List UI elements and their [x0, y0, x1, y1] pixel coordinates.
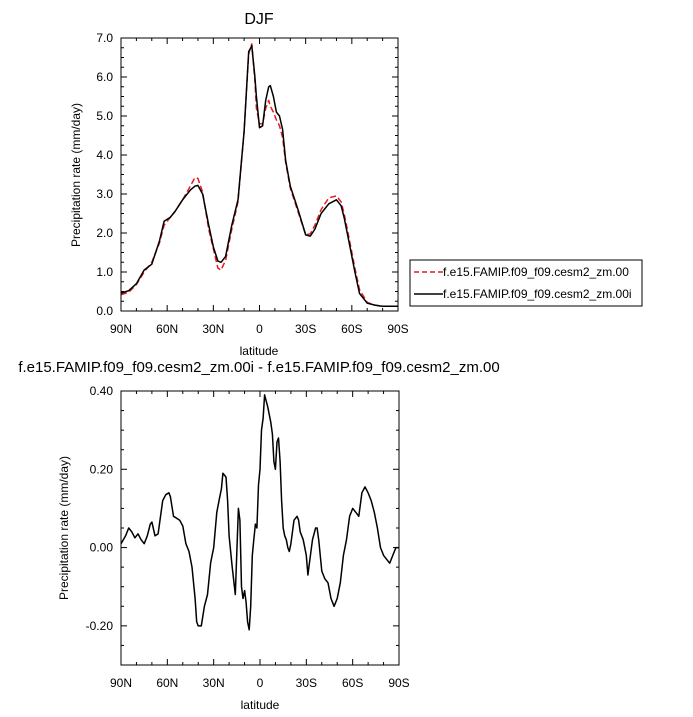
- top-x-tick-label: 30S: [295, 322, 316, 336]
- top-plot-frame: [120, 37, 399, 312]
- bottom-y-tick-label: 0.40: [90, 384, 114, 398]
- legend-label-2: f.e15.FAMIP.f09_f09.cesm2_zm.00i: [443, 287, 632, 301]
- bottom-x-tick-label: 0: [257, 676, 264, 690]
- top-y-tick-label: 7.0: [96, 31, 113, 45]
- top-chart: 90N 60N 30N 0 30S 60S 90S 0.0 1.0 2.0 3.0 4.0 5.0 6.0…: [69, 31, 409, 358]
- bottom-x-axis-label: latitude: [241, 698, 280, 712]
- bottom-plot-frame: [120, 390, 400, 666]
- top-x-axis-label: latitude: [240, 344, 279, 358]
- top-y-tick-label: 6.0: [96, 70, 113, 84]
- bottom-series-line-1: [120, 394, 399, 631]
- bottom-chart: 90N 60N 30N 0 30S 60S 90S -0.20 0.00 0.20 0.40 lat…: [57, 384, 410, 712]
- bottom-y-axis-label: Precipitation rate (mm/day): [57, 456, 71, 600]
- top-series-line-1: [120, 43, 398, 308]
- legend-label-1: f.e15.FAMIP.f09_f09.cesm2_zm.00: [443, 265, 629, 279]
- top-x-tick-label: 90N: [110, 322, 132, 336]
- top-x-tick-label: 30N: [202, 322, 224, 336]
- top-y-tick-label: 4.0: [96, 148, 113, 162]
- top-y-tick-label: 3.0: [96, 187, 113, 201]
- top-x-tick-label: 60S: [341, 322, 362, 336]
- top-x-tick-label: 0: [256, 322, 263, 336]
- bottom-x-tick-label: 90S: [388, 676, 409, 690]
- legend-box: [409, 259, 643, 307]
- legend: f.e15.FAMIP.f09_f09.cesm2_zm.00 f.e15.FA…: [409, 259, 643, 307]
- bottom-x-tick-label: 60S: [342, 676, 363, 690]
- bottom-x-tick-label: 60N: [156, 676, 178, 690]
- top-x-tick-label: 90S: [387, 322, 408, 336]
- bottom-chart-title: f.e15.FAMIP.f09_f09.cesm2_zm.00i - f.e15…: [18, 359, 499, 376]
- top-y-axis-label: Precipitation rate (mm/day): [69, 103, 83, 247]
- top-x-tick-label: 60N: [156, 322, 178, 336]
- top-chart-title: DJF: [244, 11, 274, 28]
- bottom-y-tick-label: 0.00: [90, 541, 114, 555]
- bottom-y-tick-label: -0.20: [86, 619, 114, 633]
- bottom-x-tick-label: 30N: [203, 676, 225, 690]
- bottom-x-tick-label: 90N: [110, 676, 132, 690]
- top-y-tick-label: 1.0: [96, 265, 113, 279]
- top-y-tick-label: 5.0: [96, 109, 113, 123]
- bottom-y-tick-label: 0.20: [90, 462, 114, 476]
- top-series-line-2: [120, 45, 398, 308]
- bottom-x-tick-label: 30S: [296, 676, 317, 690]
- top-y-tick-label: 0.0: [96, 304, 113, 318]
- top-y-tick-label: 2.0: [96, 226, 113, 240]
